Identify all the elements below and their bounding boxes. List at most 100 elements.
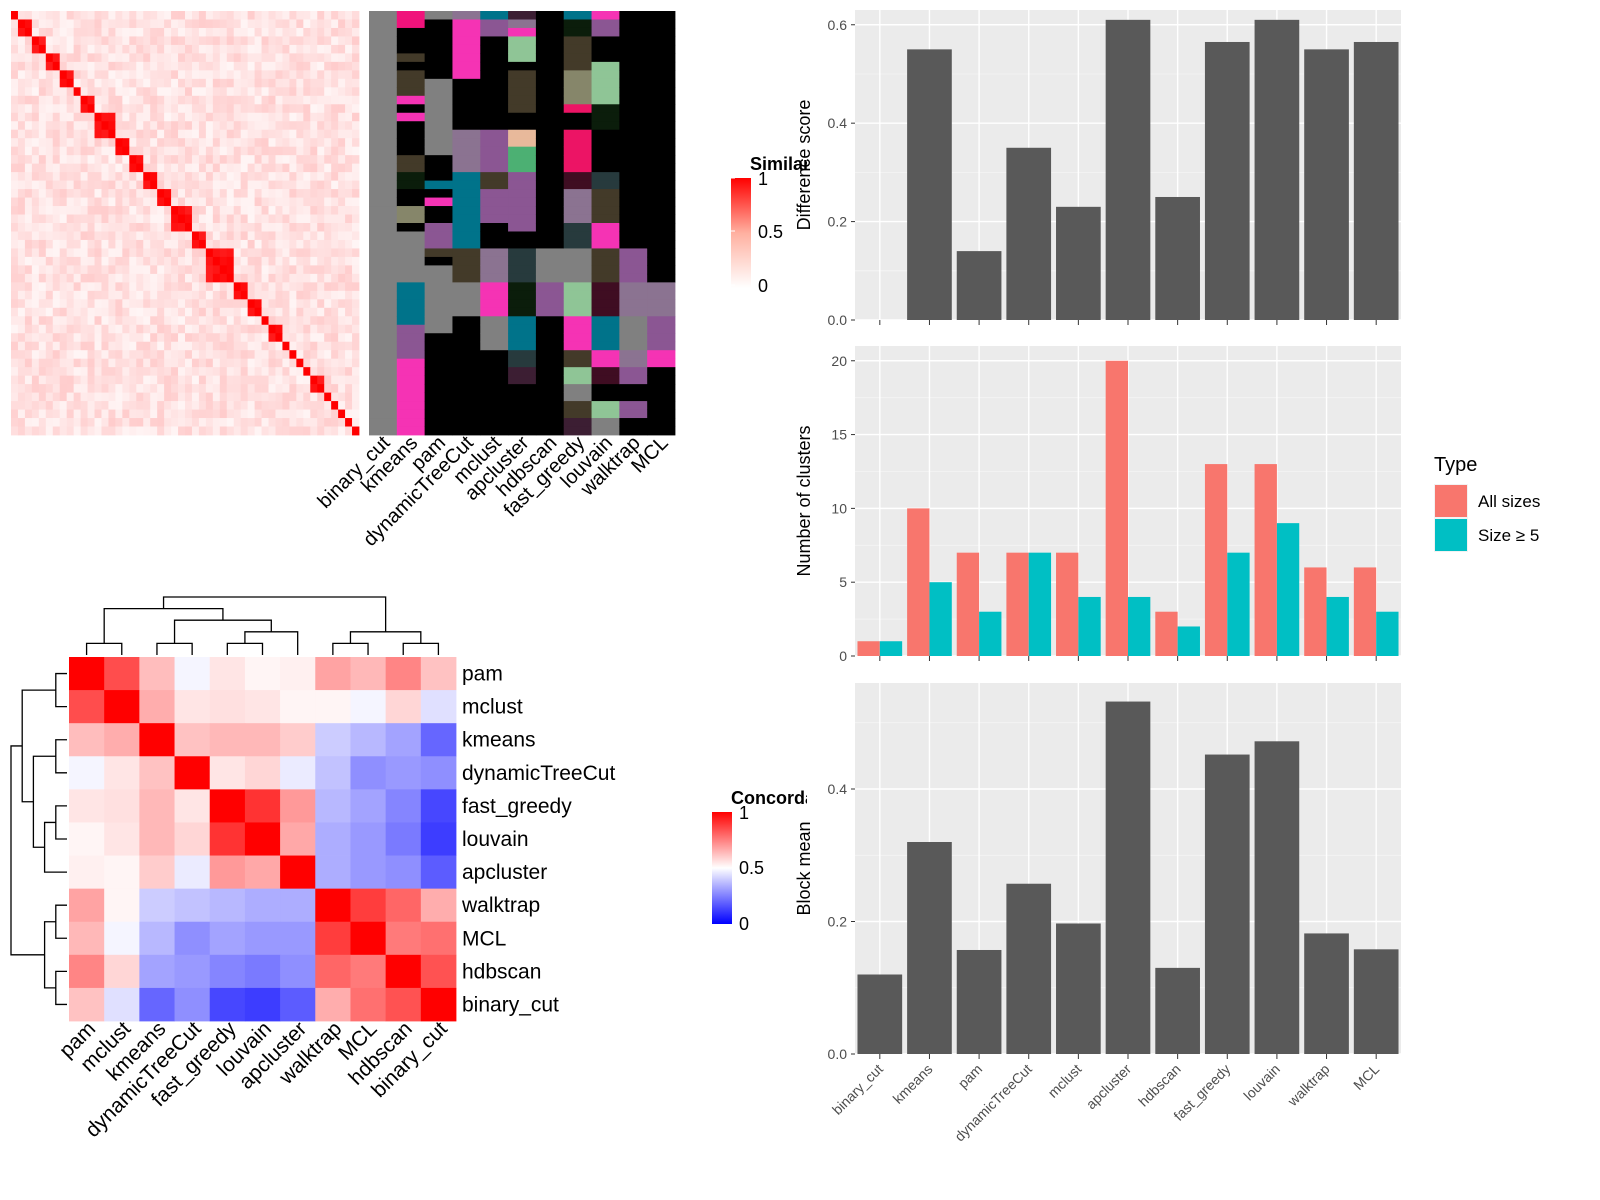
membership-cell: [591, 70, 620, 80]
similarity-cell: [254, 231, 262, 241]
similarity-cell: [212, 121, 221, 131]
similarity-cell: [247, 163, 255, 173]
similarity-cell: [275, 138, 283, 148]
similarity-cell: [80, 11, 88, 20]
x-tick-label: walktrap: [1284, 1061, 1333, 1110]
similarity-cell: [289, 95, 297, 105]
membership-cell: [480, 231, 509, 241]
membership-cell: [424, 256, 453, 266]
similarity-cell: [101, 27, 109, 37]
membership-cell: [647, 27, 676, 37]
similarity-cell: [331, 418, 339, 427]
similarity-cell: [240, 384, 249, 393]
similarity-cell: [164, 70, 172, 80]
similarity-cell: [143, 256, 151, 266]
similarity-cell: [171, 401, 179, 410]
similarity-cell: [352, 223, 360, 232]
y-tick-label: 0.4: [828, 115, 848, 131]
similarity-cell: [240, 70, 249, 80]
similarity-cell: [254, 112, 262, 122]
similarity-cell: [24, 401, 33, 410]
similarity-cell: [352, 350, 360, 360]
membership-cell: [591, 197, 620, 207]
similarity-cell: [80, 307, 88, 317]
membership-cell: [563, 290, 592, 300]
similarity-cell: [233, 358, 242, 368]
similarity-cell: [171, 172, 179, 181]
similarity-cell: [247, 214, 255, 224]
similarity-cell: [136, 27, 144, 37]
similarity-cell: [331, 384, 339, 393]
similarity-cell: [101, 401, 109, 410]
membership-cell: [369, 19, 398, 29]
membership-cell: [369, 61, 398, 71]
membership-cell: [396, 44, 426, 54]
similarity-cell: [352, 375, 360, 385]
similarity-cell: [94, 392, 102, 402]
similarity-cell: [38, 384, 47, 393]
similarity-cell: [59, 53, 68, 63]
similarity-cell: [94, 19, 102, 29]
similarity-cell: [324, 19, 332, 29]
similarity-cell: [66, 341, 75, 351]
similarity-cell: [296, 206, 304, 215]
similarity-cell: [73, 316, 81, 326]
similarity-cell: [38, 19, 47, 29]
similarity-cell: [324, 290, 332, 300]
bar: [1155, 196, 1200, 320]
membership-cell: [563, 341, 592, 351]
similarity-cell: [282, 197, 290, 207]
concordance-cell: [69, 987, 105, 1022]
similarity-cell: [45, 333, 54, 343]
similarity-cell: [254, 78, 262, 88]
similarity-cell: [24, 155, 33, 165]
similarity-cell: [268, 197, 276, 207]
similarity-cell: [261, 324, 269, 334]
similarity-cell: [24, 367, 33, 377]
membership-cell: [396, 316, 426, 326]
concordance-cell: [69, 855, 105, 890]
concordance-cell: [244, 756, 281, 790]
similarity-cell: [185, 333, 193, 343]
membership-cell: [452, 70, 481, 80]
similarity-cell: [108, 11, 116, 20]
similarity-cell: [94, 78, 102, 88]
similarity-cell: [52, 239, 61, 249]
similarity-cell: [275, 214, 283, 224]
similarity-cell: [261, 138, 269, 148]
similarity-cell: [59, 19, 68, 29]
similarity-cell: [268, 70, 276, 80]
similarity-cell: [129, 138, 137, 148]
similarity-cell: [331, 206, 339, 215]
similarity-cell: [219, 87, 228, 97]
membership-cell: [563, 324, 592, 334]
similarity-cell: [31, 146, 40, 156]
similarity-cell: [338, 375, 346, 385]
bar-size-ge-5: [1227, 552, 1250, 656]
membership-cell: [563, 197, 592, 207]
similarity-cell: [94, 239, 102, 249]
similarity-cell: [108, 392, 116, 402]
similarity-cell: [254, 350, 262, 360]
similarity-cell: [205, 248, 214, 258]
similarity-cell: [212, 231, 221, 241]
similarity-cell: [219, 121, 228, 131]
similarity-cell: [129, 409, 137, 419]
similarity-cell: [52, 256, 61, 266]
similarity-cell: [352, 78, 360, 88]
similarity-cell: [31, 248, 40, 258]
similarity-cell: [282, 299, 290, 309]
membership-cell: [508, 223, 537, 232]
similarity-cell: [157, 138, 165, 148]
similarity-cell: [143, 367, 151, 377]
membership-cell: [396, 87, 426, 97]
similarity-cell: [136, 146, 144, 156]
membership-cell: [563, 384, 592, 393]
membership-cell: [647, 155, 676, 165]
similarity-cell: [143, 333, 151, 343]
similarity-cell: [198, 95, 207, 105]
membership-cell: [424, 146, 453, 156]
similarity-cell: [122, 265, 130, 275]
similarity-cell: [275, 129, 283, 139]
similarity-cell: [331, 129, 339, 139]
